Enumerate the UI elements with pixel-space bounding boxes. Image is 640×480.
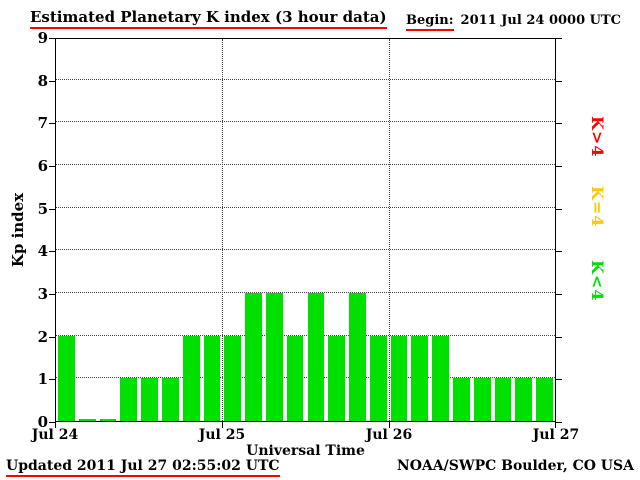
v-gridline	[389, 39, 390, 421]
y-tick-mark	[556, 123, 562, 125]
kp-bar	[390, 335, 408, 421]
h-gridline	[56, 206, 555, 208]
kp-bar	[349, 293, 366, 421]
kp-bar	[203, 335, 221, 421]
y-tick-label: 8	[37, 71, 48, 90]
y-tick-mark	[49, 379, 55, 381]
y-tick-label: 7	[37, 114, 48, 133]
y-tick-label: 4	[37, 242, 48, 261]
y-tick-label: 3	[37, 285, 48, 303]
updated-text-span: Updated 2011 Jul 27 02:55:02 UTC	[6, 458, 280, 477]
x-tick-mark	[389, 422, 390, 428]
y-tick-mark	[556, 166, 562, 167]
kp-bar	[536, 378, 553, 421]
y-tick-mark	[49, 80, 55, 82]
v-gridline	[222, 39, 223, 421]
y-tick-mark	[556, 422, 562, 423]
y-tick-mark	[556, 294, 562, 295]
legend-k-eq-4: K=4	[588, 186, 607, 228]
h-gridline	[56, 121, 555, 123]
updated-text: Updated 2011 Jul 27 02:55:02 UTC	[6, 458, 280, 477]
h-gridline	[56, 78, 555, 80]
kp-bar	[515, 378, 533, 421]
kp-bar	[245, 293, 262, 421]
kp-bar	[307, 293, 325, 421]
y-tick-mark	[49, 251, 55, 253]
y-tick-mark	[49, 123, 55, 125]
y-tick-label: 1	[37, 370, 48, 389]
y-tick-mark	[49, 166, 55, 167]
x-tick-mark	[222, 422, 223, 428]
kp-bar	[120, 378, 138, 421]
x-tick-mark	[555, 422, 556, 428]
y-tick-label: 9	[37, 29, 48, 47]
kp-bar	[58, 335, 75, 421]
y-tick-mark	[556, 80, 562, 82]
kp-bar	[369, 335, 387, 421]
kp-bar	[78, 419, 96, 421]
y-tick-label: 6	[37, 157, 48, 175]
h-gridline	[56, 377, 555, 379]
begin-label: Begin:	[406, 13, 454, 31]
legend-k-gt-4: K>4	[588, 116, 607, 158]
x-tick-label: Jul 24	[31, 427, 79, 443]
x-tick-mark	[55, 422, 56, 428]
kp-bar	[328, 335, 346, 421]
y-tick-mark	[49, 208, 55, 210]
y-tick-mark	[49, 38, 55, 39]
y-tick-mark	[556, 208, 562, 210]
h-gridline	[56, 164, 555, 165]
kp-bar	[473, 378, 491, 421]
y-tick-mark	[49, 294, 55, 295]
y-tick-mark	[556, 379, 562, 381]
y-tick-label: 0	[37, 413, 48, 431]
y-tick-label: 2	[37, 327, 48, 346]
kp-bar	[432, 335, 450, 421]
chart-title: Estimated Planetary K index (3 hour data…	[30, 8, 387, 29]
x-axis-title: Universal Time	[246, 443, 365, 459]
kp-bar	[494, 378, 512, 421]
begin-info: Begin: 2011 Jul 24 0000 UTC	[406, 13, 622, 31]
x-tick-label: Jul 27	[532, 427, 580, 443]
kp-bar	[453, 378, 470, 421]
chart-title-text: Estimated Planetary K index (3 hour data…	[30, 8, 387, 29]
x-tick-label: Jul 26	[365, 427, 413, 443]
kp-bar	[182, 335, 200, 421]
y-tick-label: 5	[37, 199, 48, 218]
kp-bar	[265, 293, 283, 421]
kp-bar	[161, 378, 179, 421]
kp-bar	[99, 419, 117, 421]
kp-bar	[141, 378, 158, 421]
kp-bar	[411, 335, 429, 421]
x-tick-label: Jul 25	[198, 427, 246, 443]
kp-bar	[224, 335, 242, 421]
plot-area	[55, 38, 556, 422]
h-gridline	[56, 334, 555, 336]
legend-k-lt-4: K<4	[588, 260, 607, 302]
y-tick-mark	[556, 38, 562, 39]
kp-bar	[286, 335, 304, 421]
y-tick-mark	[49, 336, 55, 338]
y-tick-mark	[556, 251, 562, 253]
begin-value: 2011 Jul 24 0000 UTC	[460, 13, 622, 28]
h-gridline	[56, 249, 555, 251]
y-tick-mark	[556, 336, 562, 338]
source-text: NOAA/SWPC Boulder, CO USA	[396, 458, 634, 474]
h-gridline	[56, 292, 555, 293]
y-tick-mark	[49, 422, 55, 423]
